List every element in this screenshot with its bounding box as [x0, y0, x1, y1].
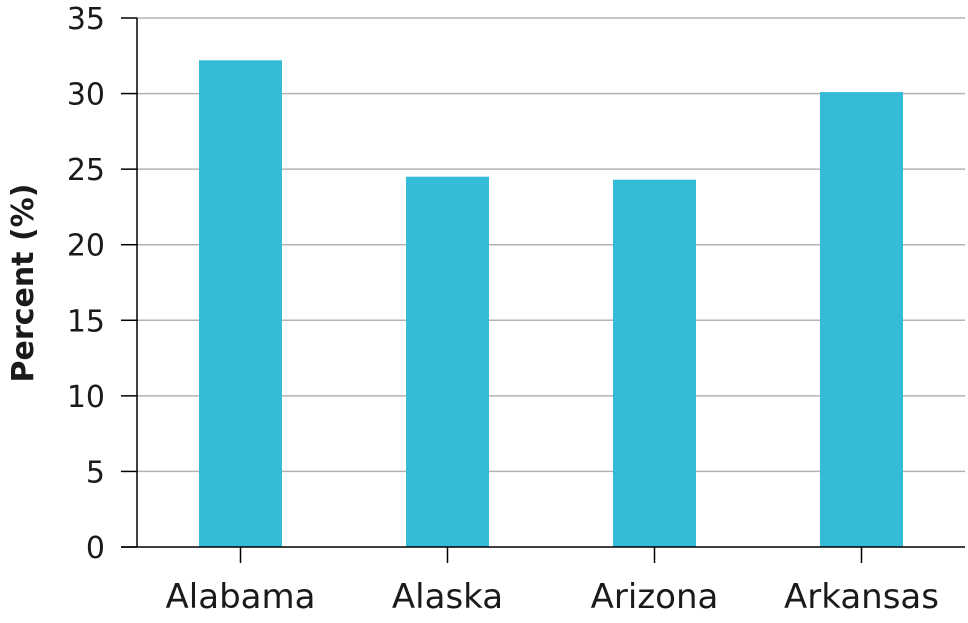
bar-alaska [406, 176, 489, 547]
y-tick-label: 0 [86, 531, 105, 566]
axes [121, 17, 965, 563]
bars [199, 60, 903, 548]
y-tick-label: 20 [67, 229, 105, 264]
y-tick-label: 15 [67, 304, 105, 339]
x-tick-label: Arkansas [784, 577, 939, 617]
y-tick-labels: 0 5 10 15 20 25 30 35 [67, 2, 105, 566]
y-tick-label: 5 [86, 455, 105, 490]
x-tick-label: Arizona [591, 577, 719, 617]
bar-arizona [613, 179, 696, 548]
bar-arkansas [820, 92, 903, 547]
x-tick-labels: Alabama Alaska Arizona Arkansas [166, 577, 939, 617]
bar-alabama [199, 60, 282, 547]
y-axis-title: Percent (%) [6, 184, 41, 383]
x-tick-label: Alabama [166, 577, 316, 617]
y-tick-label: 35 [67, 2, 105, 37]
x-tick-label: Alaska [392, 577, 503, 617]
y-tick-label: 10 [67, 380, 105, 415]
y-tick-label: 30 [67, 78, 105, 113]
y-tick-label: 25 [67, 153, 105, 188]
